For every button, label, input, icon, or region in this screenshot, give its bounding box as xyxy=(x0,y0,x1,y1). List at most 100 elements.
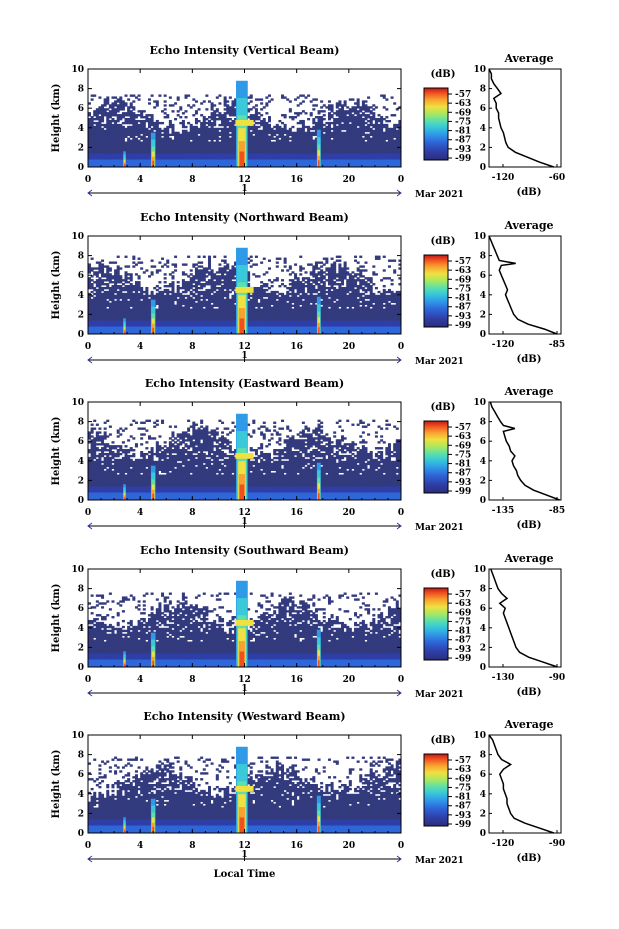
echo-cell xyxy=(106,301,109,303)
echo-cell xyxy=(218,132,221,134)
echo-cell xyxy=(104,124,107,126)
echo-cell xyxy=(122,293,125,295)
echo-cell xyxy=(378,118,381,120)
echo-cell xyxy=(106,265,109,267)
echo-cell xyxy=(224,96,227,98)
echo-cell xyxy=(260,102,263,104)
echo-cell xyxy=(106,108,109,110)
echo-cell xyxy=(190,297,193,299)
echo-cell xyxy=(323,114,326,116)
echo-cell xyxy=(106,112,109,114)
echo-cell xyxy=(185,299,188,301)
echo-cell xyxy=(119,96,122,98)
echo-cell xyxy=(171,275,174,277)
echo-cell xyxy=(182,279,185,281)
echo-cell xyxy=(263,118,266,120)
echo-cell xyxy=(125,128,128,130)
echo-cell xyxy=(98,106,101,108)
echo-cell xyxy=(229,106,232,108)
echo-cell xyxy=(111,96,114,98)
echo-cell xyxy=(364,126,367,128)
echo-cell xyxy=(138,261,141,263)
echo-cell xyxy=(93,271,96,273)
echo-cell xyxy=(185,295,188,297)
echo-cell xyxy=(286,98,289,100)
echo-cell xyxy=(109,273,112,275)
echo-cell xyxy=(93,287,96,289)
echo-cell xyxy=(156,285,159,287)
echo-cell xyxy=(104,283,107,285)
convective-echo xyxy=(318,160,320,167)
echo-cell xyxy=(114,301,117,303)
echo-cell xyxy=(226,104,229,106)
echo-cell xyxy=(208,128,211,130)
echo-cell xyxy=(127,273,130,275)
echo-cell xyxy=(344,100,347,102)
echo-cell xyxy=(127,281,130,283)
echo-cell xyxy=(140,120,143,122)
echo-cell xyxy=(302,100,305,102)
echo-cell xyxy=(364,104,367,106)
echo-cell xyxy=(331,114,334,116)
echo-cell xyxy=(161,134,164,136)
echo-cell xyxy=(190,273,193,275)
echo-cell xyxy=(185,116,188,118)
echo-cell xyxy=(182,112,185,114)
echo-cell xyxy=(320,100,323,102)
echo-cell xyxy=(140,301,143,303)
echo-cell xyxy=(132,285,135,287)
echo-cell xyxy=(364,114,367,116)
echo-cell xyxy=(268,94,271,96)
echo-cell xyxy=(250,100,253,102)
echo-cell xyxy=(364,100,367,102)
echo-cell xyxy=(346,116,349,118)
echo-cell xyxy=(122,122,125,124)
echo-cell xyxy=(169,273,172,275)
echo-cell xyxy=(93,110,96,112)
echo-cell xyxy=(130,94,133,96)
echo-cell xyxy=(132,293,135,295)
echo-cell xyxy=(161,265,164,267)
echo-cell xyxy=(125,256,128,258)
echo-cell xyxy=(185,110,188,112)
echo-cell xyxy=(370,138,373,140)
echo-cell xyxy=(109,104,112,106)
echo-cell xyxy=(151,114,154,116)
echo-cell xyxy=(289,128,292,130)
y-axis-label: Height (km) xyxy=(51,84,62,153)
echo-cell xyxy=(101,260,104,262)
echo-cell xyxy=(104,291,107,293)
echo-cell xyxy=(135,281,138,283)
echo-cell xyxy=(383,94,386,96)
echo-cell xyxy=(281,114,284,116)
echo-cell xyxy=(198,261,201,263)
echo-cell xyxy=(156,289,159,291)
echo-cell xyxy=(367,106,370,108)
echo-cell xyxy=(318,116,321,118)
echo-cell xyxy=(117,124,120,126)
echo-cell xyxy=(312,104,315,106)
echo-cell xyxy=(101,293,104,295)
echo-cell xyxy=(375,118,378,120)
echo-cell xyxy=(111,285,114,287)
echo-cell xyxy=(200,269,203,271)
echo-cell xyxy=(393,114,396,116)
echo-cell xyxy=(125,102,128,104)
echo-cell xyxy=(140,261,143,263)
echo-cell xyxy=(323,134,326,136)
echo-cell xyxy=(164,281,167,283)
echo-cell xyxy=(346,110,349,112)
echo-cell xyxy=(179,116,182,118)
echo-cell xyxy=(182,307,185,309)
echo-cell xyxy=(91,94,94,96)
echo-cell xyxy=(385,108,388,110)
echo-cell xyxy=(385,116,388,118)
profile-title: Average xyxy=(503,52,553,65)
y-tick-label: 10 xyxy=(71,65,84,75)
echo-cell xyxy=(200,283,203,285)
echo-cell xyxy=(111,281,114,283)
echo-cell xyxy=(198,265,201,267)
profile-y-tick-label: 2 xyxy=(480,143,486,153)
echo-cell xyxy=(284,96,287,98)
echo-cell xyxy=(122,100,125,102)
